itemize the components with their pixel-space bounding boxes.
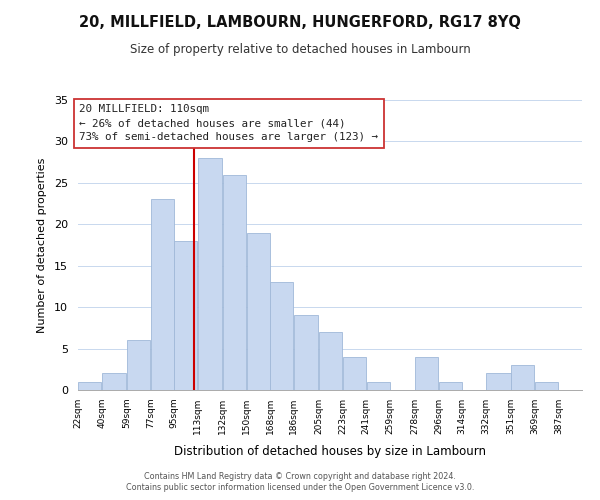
Text: Contains HM Land Registry data © Crown copyright and database right 2024.: Contains HM Land Registry data © Crown c… — [144, 472, 456, 481]
Bar — [367, 382, 389, 390]
Bar — [102, 374, 127, 390]
Bar — [511, 365, 534, 390]
Bar — [535, 382, 558, 390]
Bar — [198, 158, 223, 390]
Bar — [343, 357, 366, 390]
Text: 20, MILLFIELD, LAMBOURN, HUNGERFORD, RG17 8YQ: 20, MILLFIELD, LAMBOURN, HUNGERFORD, RG1… — [79, 15, 521, 30]
Y-axis label: Number of detached properties: Number of detached properties — [37, 158, 47, 332]
Bar — [294, 316, 319, 390]
Bar — [79, 382, 101, 390]
Text: 20 MILLFIELD: 110sqm
← 26% of detached houses are smaller (44)
73% of semi-detac: 20 MILLFIELD: 110sqm ← 26% of detached h… — [79, 104, 379, 142]
Bar — [151, 200, 174, 390]
X-axis label: Distribution of detached houses by size in Lambourn: Distribution of detached houses by size … — [174, 445, 486, 458]
Bar — [486, 374, 511, 390]
Bar — [127, 340, 150, 390]
Bar — [175, 241, 197, 390]
Bar — [415, 357, 438, 390]
Bar — [271, 282, 293, 390]
Text: Size of property relative to detached houses in Lambourn: Size of property relative to detached ho… — [130, 42, 470, 56]
Text: Contains public sector information licensed under the Open Government Licence v3: Contains public sector information licen… — [126, 484, 474, 492]
Bar — [319, 332, 342, 390]
Bar — [439, 382, 462, 390]
Bar — [223, 174, 246, 390]
Bar — [247, 232, 270, 390]
